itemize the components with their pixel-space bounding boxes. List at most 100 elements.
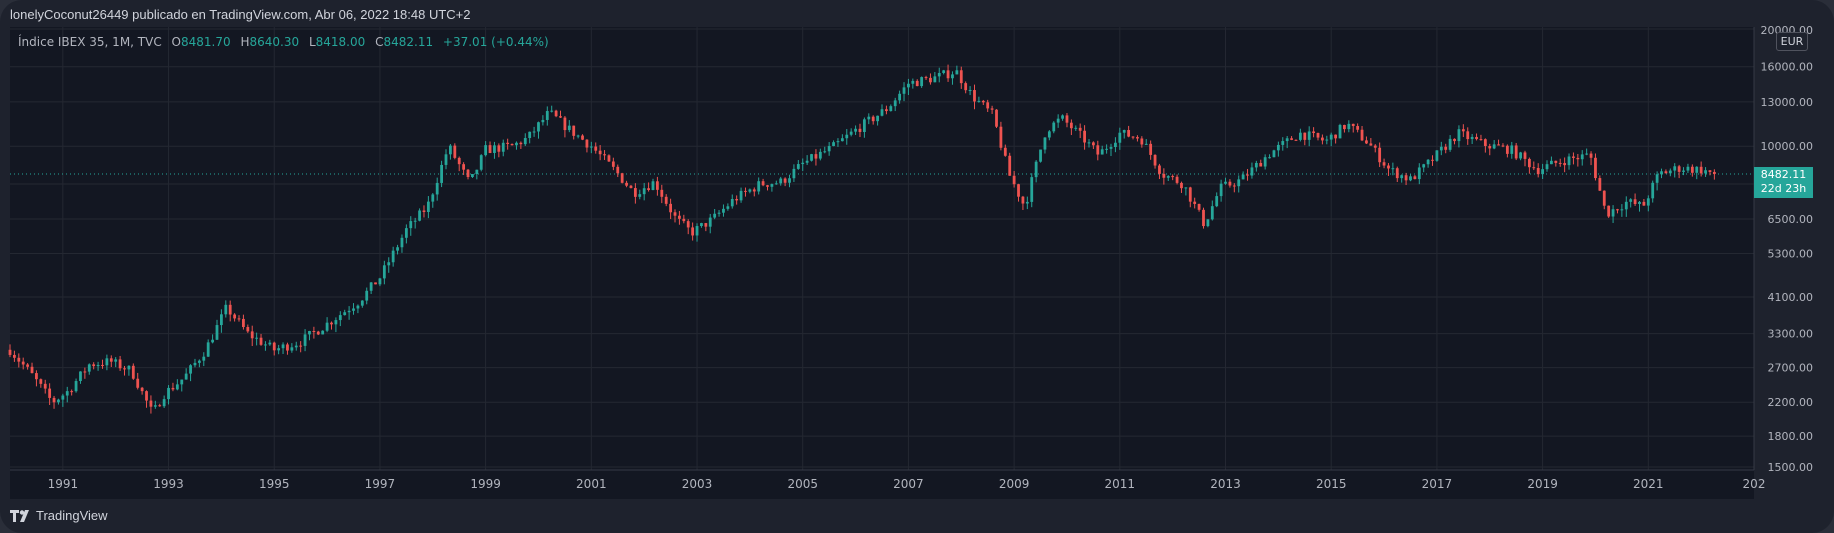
candle-body (162, 399, 166, 407)
candle-body (1100, 149, 1104, 155)
candle-body (801, 162, 805, 165)
candle-body (1439, 146, 1443, 151)
candle-body (391, 250, 395, 263)
candle-body (915, 80, 919, 87)
candle-body (92, 364, 96, 367)
candle-body (321, 330, 325, 335)
candle-body (224, 304, 228, 315)
candle-body (669, 203, 673, 213)
candle-body (1594, 157, 1597, 179)
candle-body (902, 87, 906, 94)
candle-body (1479, 139, 1483, 141)
candle-body (1329, 134, 1333, 140)
candle-body (1360, 129, 1364, 141)
candle-body (1078, 127, 1082, 131)
candle-body (17, 357, 21, 362)
currency-badge[interactable]: EUR (1776, 32, 1808, 51)
candle-body (1510, 145, 1514, 154)
y-tick-label: 2200.00 (1768, 396, 1814, 409)
candle-body (845, 134, 849, 139)
candle-body (189, 365, 192, 374)
candle-body (730, 199, 734, 207)
candle-body (1334, 134, 1338, 139)
candle-body (325, 322, 329, 331)
candle-body (1158, 165, 1161, 174)
candle-body (620, 173, 624, 183)
candle-body (1585, 153, 1589, 155)
candle-body (264, 344, 267, 346)
candle-body (840, 138, 844, 142)
high-value: 8640.30 (249, 35, 300, 49)
tradingview-logo-icon (10, 510, 29, 522)
candle-body (633, 188, 637, 197)
x-tick-label: 2017 (1422, 477, 1453, 491)
candle-body (87, 364, 91, 372)
candle-body (1633, 199, 1637, 205)
candle-body (867, 116, 871, 120)
candle-body (929, 77, 932, 83)
y-tick-label: 10000.00 (1761, 140, 1814, 153)
candle-body (673, 212, 677, 216)
candle-body (1527, 158, 1531, 168)
x-tick-label: 2005 (787, 477, 818, 491)
open-value: 8481.70 (181, 35, 231, 49)
candle-body (360, 300, 364, 306)
candle-body (1193, 201, 1197, 204)
change-value: +37.01 (+0.44%) (442, 35, 549, 49)
candle-body (1259, 162, 1263, 167)
candle-body (272, 342, 276, 351)
candle-body (920, 77, 924, 87)
candle-body (1611, 209, 1615, 217)
candle-body (259, 337, 263, 345)
candle-body (1144, 143, 1148, 145)
candle-body (1356, 126, 1360, 130)
candle-body (885, 109, 888, 112)
candle-body (1312, 131, 1315, 134)
candle-body (1056, 118, 1060, 123)
candles (8, 64, 1716, 414)
candle-body (158, 405, 162, 407)
candle-body (638, 194, 642, 197)
x-tick-label: 2011 (1105, 477, 1136, 491)
candle-body (576, 135, 580, 137)
candle-body (206, 342, 210, 357)
candle-body (1444, 146, 1448, 150)
candle-body (501, 142, 505, 152)
y-tick-label: 5300.00 (1768, 248, 1814, 261)
candle-body (1580, 154, 1584, 160)
candle-body (52, 397, 56, 403)
candle-body (13, 354, 16, 358)
candle-body (1118, 132, 1122, 143)
candle-body (959, 70, 963, 84)
candle-body (387, 262, 391, 266)
candle-body (792, 168, 796, 179)
candle-body (378, 278, 382, 285)
candle-body (1668, 170, 1672, 174)
candle-body (823, 151, 827, 153)
candle-body (418, 210, 421, 221)
candle-body (96, 364, 100, 367)
candle-body (1307, 131, 1311, 140)
candle-body (1638, 201, 1641, 205)
candle-body (528, 131, 532, 139)
candle-body (1431, 159, 1434, 161)
candle-body (1250, 167, 1254, 176)
candle-body (1576, 157, 1580, 160)
candle-body (1109, 147, 1113, 149)
candle-body (74, 381, 78, 392)
candle-body (1655, 174, 1659, 183)
x-tick-label: 1991 (48, 477, 79, 491)
candle-body (1373, 145, 1377, 148)
candle-body (1624, 201, 1628, 210)
candle-body (497, 145, 501, 152)
candle-body (757, 181, 761, 192)
candle-body (43, 383, 47, 389)
candle-body (242, 318, 245, 328)
candle-body (1166, 176, 1170, 178)
candle-body (1505, 145, 1509, 154)
candle-body (1651, 182, 1655, 199)
candle-body (1303, 132, 1307, 140)
candle-body (625, 182, 628, 186)
candle-body (39, 379, 43, 384)
